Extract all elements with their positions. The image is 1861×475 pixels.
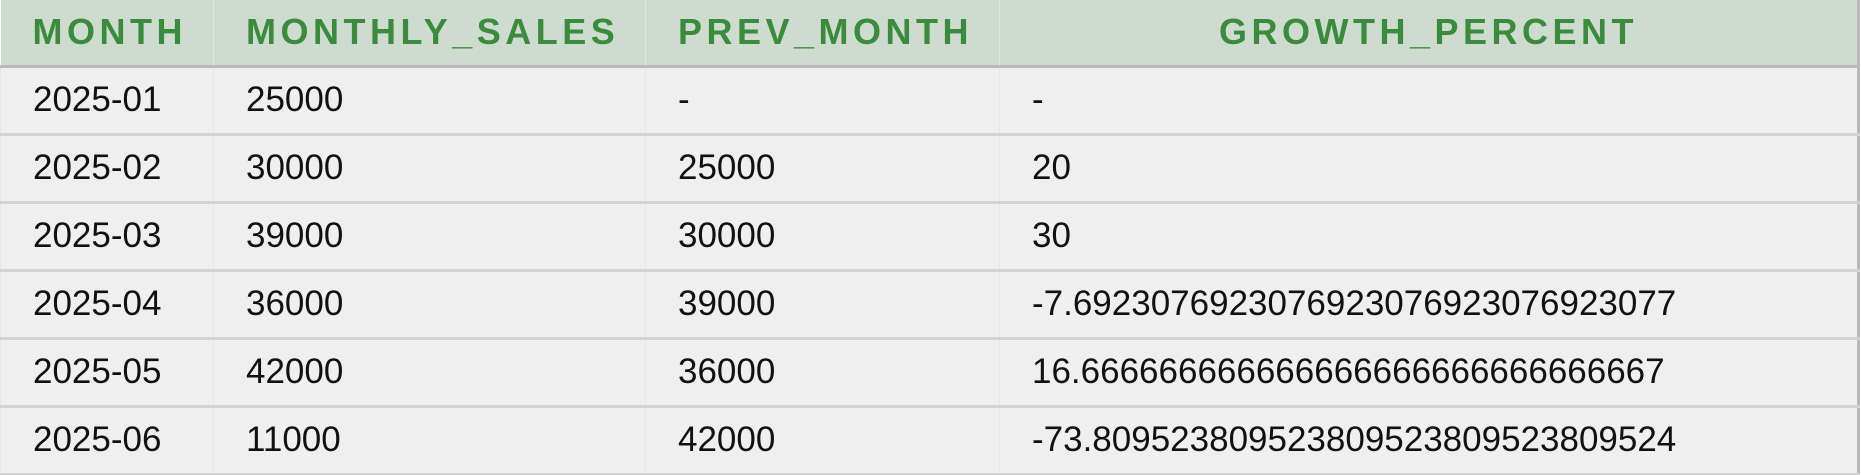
cell-growth-percent: 16.666666666666666666666666666667 xyxy=(999,338,1860,408)
cell-growth-percent: 30 xyxy=(999,202,1860,272)
table-row: 2025-04 36000 39000 -7.69230769230769230… xyxy=(0,270,1860,340)
table-row: 2025-05 42000 36000 16.66666666666666666… xyxy=(0,338,1860,408)
column-header-prev-month: PREV_MONTH xyxy=(645,0,1000,68)
cell-prev-month: 30000 xyxy=(645,202,1000,272)
cell-monthly-sales: 25000 xyxy=(213,66,646,136)
table-row: 2025-06 11000 42000 -73.8095238095238095… xyxy=(0,406,1860,475)
column-header-month: MONTH xyxy=(0,0,214,68)
cell-prev-month: 42000 xyxy=(645,406,1000,475)
table-row: 2025-03 39000 30000 30 xyxy=(0,202,1860,272)
cell-prev-month: 39000 xyxy=(645,270,1000,340)
cell-month: 2025-03 xyxy=(0,202,214,272)
table-row: 2025-01 25000 - - xyxy=(0,66,1860,136)
cell-month: 2025-04 xyxy=(0,270,214,340)
cell-monthly-sales: 11000 xyxy=(213,406,646,475)
cell-month: 2025-05 xyxy=(0,338,214,408)
cell-growth-percent: -7.6923076923076923076923076923077 xyxy=(999,270,1860,340)
table-header: MONTH MONTHLY_SALES PREV_MONTH GROWTH_PE… xyxy=(0,0,1860,68)
cell-monthly-sales: 30000 xyxy=(213,134,646,204)
cell-growth-percent: 20 xyxy=(999,134,1860,204)
cell-month: 2025-02 xyxy=(0,134,214,204)
cell-prev-month: - xyxy=(645,66,1000,136)
cell-monthly-sales: 42000 xyxy=(213,338,646,408)
cell-monthly-sales: 36000 xyxy=(213,270,646,340)
table-body: 2025-01 25000 - - 2025-02 30000 25000 20… xyxy=(0,66,1860,475)
column-header-growth-percent: GROWTH_PERCENT xyxy=(999,0,1860,68)
cell-prev-month: 25000 xyxy=(645,134,1000,204)
table-row: 2025-02 30000 25000 20 xyxy=(0,134,1860,204)
cell-month: 2025-01 xyxy=(0,66,214,136)
column-header-monthly-sales: MONTHLY_SALES xyxy=(213,0,646,68)
cell-growth-percent: - xyxy=(999,66,1860,136)
cell-growth-percent: -73.809523809523809523809523809524 xyxy=(999,406,1860,475)
cell-prev-month: 36000 xyxy=(645,338,1000,408)
cell-monthly-sales: 39000 xyxy=(213,202,646,272)
header-row: MONTH MONTHLY_SALES PREV_MONTH GROWTH_PE… xyxy=(0,0,1860,68)
cell-month: 2025-06 xyxy=(0,406,214,475)
